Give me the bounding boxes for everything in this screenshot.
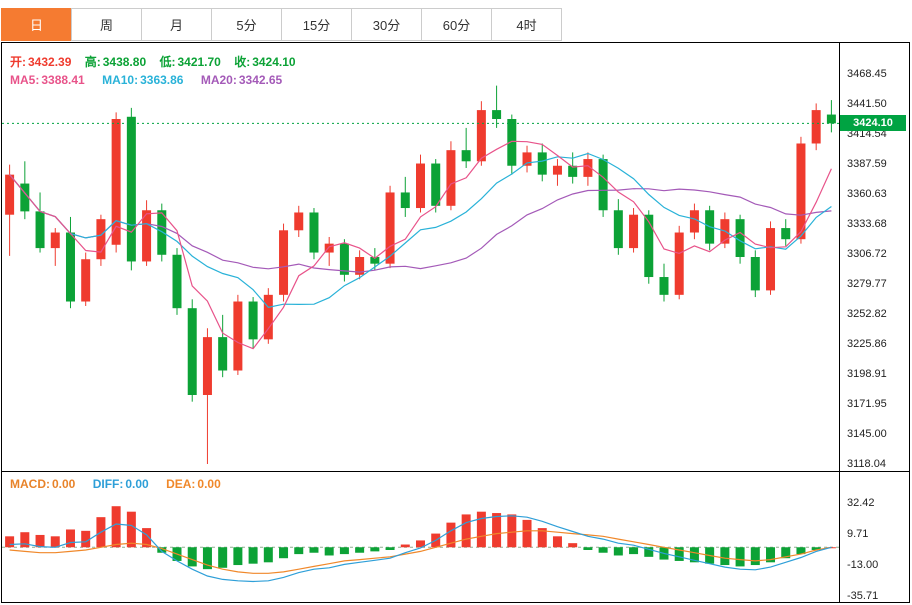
- high-value: 3438.80: [102, 55, 147, 69]
- macd-panel: MACD: 0.00 DIFF: 0.00 DEA: 0.00 32.42 9.71 -1…: [2, 471, 909, 602]
- price-axis-label: 3333.68: [847, 217, 887, 230]
- tab-timeframe-1[interactable]: 周: [71, 8, 142, 41]
- ma5-label: MA5:: [10, 73, 40, 87]
- price-axis-label: 3118.04: [847, 457, 886, 470]
- open-label: 开:: [10, 55, 26, 69]
- tab-timeframe-0[interactable]: 日: [1, 8, 72, 41]
- dea-label: DEA:: [166, 477, 196, 491]
- price-axis-label: 3252.82: [847, 307, 887, 320]
- macd-axis-label: -35.71: [847, 590, 879, 603]
- ohlc-row: 开: 3432.39 高: 3438.80 低: 3421.70 收: 3424.10: [10, 53, 306, 70]
- price-axis-label: 3306.72: [847, 247, 887, 260]
- price-axis-label: 3145.00: [847, 427, 887, 440]
- diff-label: DIFF:: [92, 477, 124, 491]
- price-axis-label: 3279.77: [847, 277, 887, 290]
- ma20-value: 3342.65: [238, 73, 283, 87]
- price-axis-label: 3360.63: [847, 187, 887, 200]
- ma10-value: 3363.86: [140, 73, 184, 87]
- price-axis-label: 3441.50: [847, 97, 887, 110]
- macd-axis-label: 32.42: [847, 496, 875, 509]
- ma-row: MA5: 3388.41 MA10: 3363.86 MA20: 3342.65: [10, 73, 296, 87]
- timeframe-tabs: 日周月 5分 15分 30分 60分 4时: [1, 8, 562, 41]
- macd-axis: 32.42 9.71 -13.00 -35.71: [839, 472, 909, 602]
- macd-label: MACD:: [10, 477, 50, 491]
- open-value: 3432.39: [28, 55, 72, 69]
- ma5-value: 3388.41: [41, 73, 85, 87]
- macd-chart[interactable]: [2, 472, 839, 602]
- candlestick-chart[interactable]: [2, 43, 839, 471]
- tab-timeframe-6[interactable]: 60分: [421, 8, 492, 41]
- tab-timeframe-7[interactable]: 4时: [491, 8, 562, 41]
- tab-timeframe-3[interactable]: 5分: [211, 8, 282, 41]
- price-axis-label: 3198.91: [847, 367, 887, 380]
- diff-value: 0.00: [125, 477, 149, 491]
- price-axis-label: 3171.95: [847, 397, 887, 410]
- current-price-badge: 3424.10: [840, 115, 906, 132]
- macd-header: MACD: 0.00 DIFF: 0.00 DEA: 0.00: [10, 477, 235, 491]
- price-axis-label: 3468.45: [847, 67, 887, 80]
- chart-frame: 开: 3432.39 高: 3438.80 低: 3421.70 收: 3424.10 …: [1, 42, 910, 603]
- ma10-label: MA10:: [102, 73, 139, 87]
- macd-axis-label: -13.00: [847, 559, 879, 572]
- macd-axis-label: 9.71: [847, 527, 869, 540]
- price-axis-label: 3225.86: [847, 337, 887, 350]
- close-label: 收:: [234, 55, 251, 69]
- tab-timeframe-4[interactable]: 15分: [281, 8, 352, 41]
- low-label: 低:: [159, 55, 176, 69]
- high-label: 高:: [84, 55, 101, 69]
- low-value: 3421.70: [177, 55, 221, 69]
- tab-timeframe-2[interactable]: 月: [141, 8, 212, 41]
- ma20-label: MA20:: [200, 73, 237, 87]
- macd-value: 0.00: [52, 477, 76, 491]
- tab-timeframe-5[interactable]: 30分: [351, 8, 422, 41]
- price-axis-label: 3387.59: [847, 157, 887, 170]
- dea-value: 0.00: [197, 477, 221, 491]
- close-value: 3424.10: [252, 55, 296, 69]
- price-axis: 3424.10 3468.45 3441.50 3414.54 3387.59 3360…: [839, 43, 909, 471]
